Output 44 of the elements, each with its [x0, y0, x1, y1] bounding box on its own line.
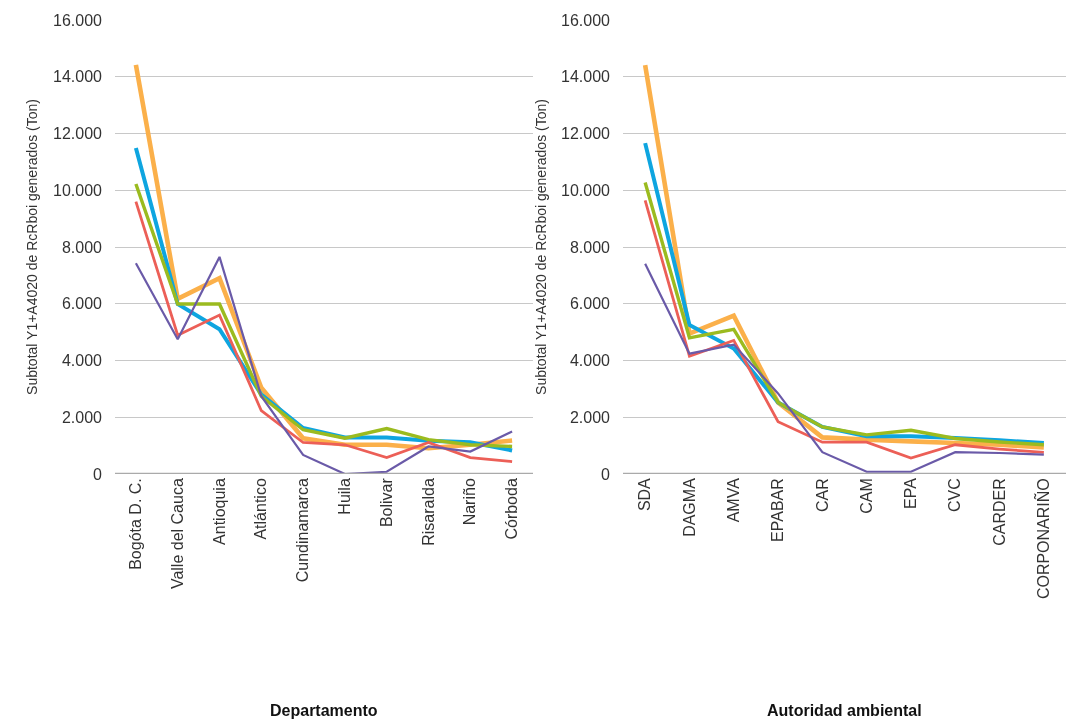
y-tick-label: 10.000	[561, 181, 611, 199]
x-tick-label: AMVA	[724, 477, 742, 523]
y-tick-label: 14.000	[53, 68, 103, 86]
x-tick-label: CAR	[813, 478, 831, 512]
y-tick-label: 0	[601, 465, 611, 483]
y-tick-label: 4.000	[61, 352, 103, 370]
line-series	[134, 255, 514, 474]
x-tick-label: Valle del Cauca	[168, 478, 186, 590]
x-tick-label: Atlántico	[252, 478, 270, 540]
x-tick-label: CORPONARIÑO	[1033, 478, 1053, 600]
x-tick-label: DAGMA	[680, 477, 698, 537]
y-tick-label: 16.000	[561, 11, 611, 29]
x-axis-title: Departamento	[270, 702, 378, 719]
y-tick-label: 6.000	[569, 295, 611, 313]
y-tick-label: 16.000	[53, 11, 103, 29]
x-tick-label: EPABAR	[769, 478, 787, 542]
x-tick-label: Risaralda	[419, 478, 437, 546]
x-tick-label: CVC	[946, 478, 964, 512]
y-tick-label: 10.000	[53, 181, 103, 199]
x-tick-label: Cundinamarca	[294, 478, 312, 583]
x-tick-label: EPA	[902, 477, 920, 510]
x-tick-label: CAM	[857, 478, 875, 514]
y-tick-label: 14.000	[561, 68, 611, 86]
line-series	[644, 262, 1045, 473]
y-tick-label: 0	[93, 465, 103, 483]
x-tick-label: Bolivar	[377, 477, 395, 528]
y-axis-title: Subtotal Y1+A4020 de RcRboi generados (Ton)	[23, 99, 40, 395]
y-axis-title: Subtotal Y1+A4020 de RcRboi generados (Ton)	[533, 99, 549, 395]
y-tick-label: 12.000	[53, 125, 103, 143]
y-tick-label: 2.000	[61, 408, 103, 426]
y-tick-label: 2.000	[569, 408, 611, 426]
y-tick-label: 4.000	[569, 352, 611, 370]
x-tick-label: Huila	[336, 478, 354, 515]
x-tick-label: Nariño	[461, 478, 479, 526]
y-tick-label: 8.000	[61, 238, 103, 256]
x-tick-label: SDA	[636, 477, 654, 512]
x-tick-label: Bogóta D. C.	[127, 478, 145, 570]
y-tick-label: 12.000	[561, 125, 611, 143]
x-tick-label: Antioquia	[210, 478, 228, 545]
x-axis-title: Autoridad ambiental	[767, 702, 922, 719]
x-tick-label: CARDER	[990, 478, 1008, 546]
y-tick-label: 6.000	[61, 295, 103, 313]
y-tick-label: 8.000	[569, 238, 611, 256]
x-tick-label: Córboda	[503, 478, 521, 540]
